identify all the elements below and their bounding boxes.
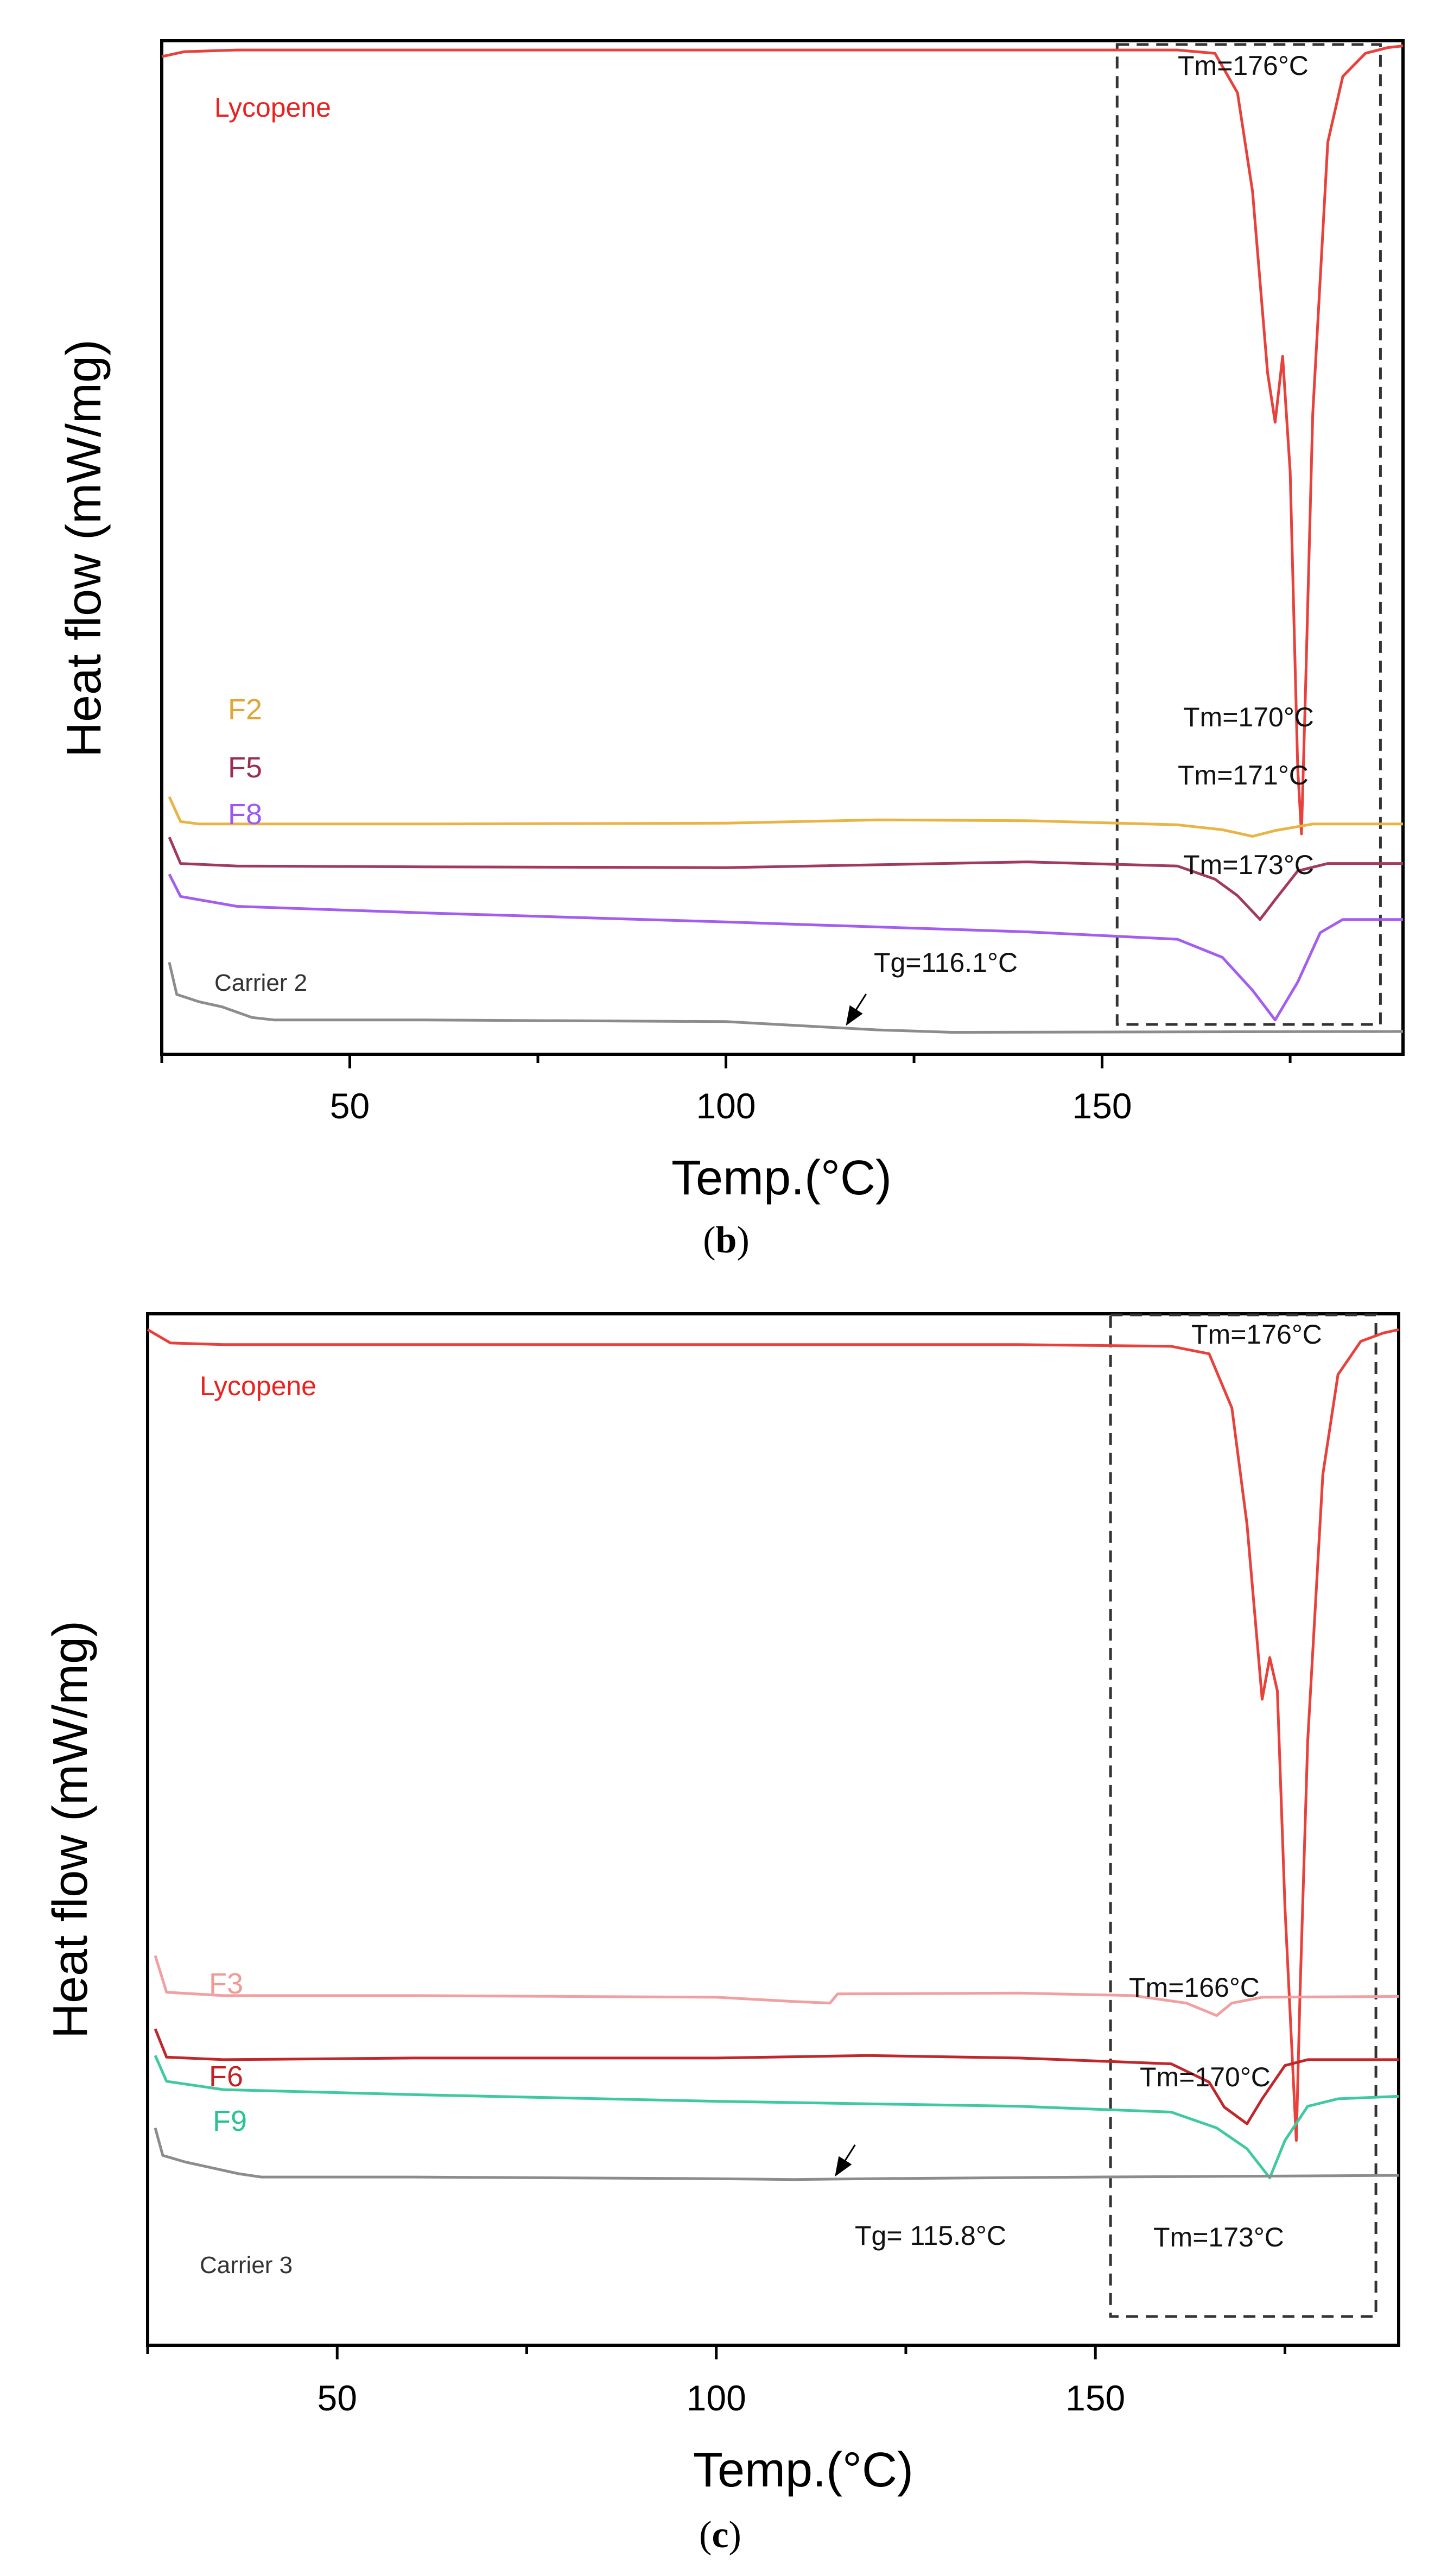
x-tick-label-100: 100 [687,2378,746,2418]
series-label-f3: F3 [209,1967,243,2000]
series-line-f2 [168,796,1403,838]
plot-frame [160,39,1405,1056]
curves [161,45,1404,1034]
annotation-layer: Lycopene F3 F6 F9 Carrier 3 Tm=176°C Tm=… [200,1319,1322,2278]
series-label-f6: F6 [209,2060,243,2093]
series-label-carrier-2: Carrier 2 [214,970,307,996]
chart-panel-c: 50 100 150 Lycopene F3 F6 F9 Carrier 3 Tm=… [43,1312,1400,2497]
highlight-box [1109,1313,1377,2318]
highlight-box [1115,43,1382,1026]
x-tick-label-150: 150 [1072,1086,1132,1126]
x-tick-label-150: 150 [1065,2378,1125,2418]
series-label-f9: F9 [213,2105,247,2137]
x-axis-title: Temp.(°C) [671,1151,892,1205]
annotation-tm-lycopene: Tm=176°C [1178,50,1309,81]
x-axis-ticks: 50 100 150 [146,2345,1286,2418]
series-label-lycopene: Lycopene [200,1371,316,1401]
annotation-tm-f8: Tm=173°C [1183,850,1314,880]
x-tick-label-50: 50 [330,1086,370,1126]
annotation-tm-f6: Tm=170°C [1140,2062,1271,2092]
annotation-tg-carrier-2: Tg=116.1°C [874,947,1018,978]
x-axis-ticks: 50 100 150 [160,1054,1292,1126]
curves [147,1328,1399,2181]
y-axis-title: Heat flow (mW/mg) [43,1621,98,2039]
series-label-f8: F8 [228,798,262,831]
annotation-tm-f2: Tm=170°C [1183,702,1314,732]
series-line-lycopene [161,45,1404,836]
chart-panel-b: 50 100 150 Lycopene F2 F5 F8 Carrier 2 Tm=… [57,39,1405,1205]
series-line-f6 [154,2028,1399,2125]
tg-arrow-icon [835,2144,856,2177]
series-line-f9 [154,2055,1399,2180]
series-label-f5: F5 [228,751,262,784]
series-label-lycopene: Lycopene [214,92,331,123]
x-tick-label-50: 50 [318,2378,357,2418]
annotation-tm-lycopene: Tm=176°C [1191,1319,1322,1350]
annotation-tm-f5: Tm=171°C [1178,760,1309,790]
panel-caption-b: (b) [703,1219,750,1261]
annotation-tm-f9: Tm=173°C [1153,2222,1284,2252]
series-line-lycopene [147,1328,1399,2142]
annotation-tg-carrier-3: Tg= 115.8°C [855,2220,1006,2251]
tg-arrow-icon [846,993,867,1026]
x-tick-label-100: 100 [696,1086,756,1126]
x-axis-title: Temp.(°C) [693,2443,913,2497]
plot-frame [146,1312,1400,2347]
y-axis-title: Heat flow (mW/mg) [57,339,111,757]
panel-caption-c: (c) [699,2514,741,2556]
annotation-layer: Lycopene F2 F5 F8 Carrier 2 Tm=176°C Tm=… [214,50,1314,1026]
series-label-carrier-3: Carrier 3 [200,2252,293,2278]
series-line-f5 [168,837,1403,921]
series-line-f3 [154,1955,1399,2017]
series-line-carrier-2 [168,962,1404,1034]
series-label-f2: F2 [228,693,262,726]
series-line-f8 [168,874,1403,1022]
annotation-tm-f3: Tm=166°C [1129,1972,1260,2003]
series-line-carrier-3 [154,2128,1399,2181]
